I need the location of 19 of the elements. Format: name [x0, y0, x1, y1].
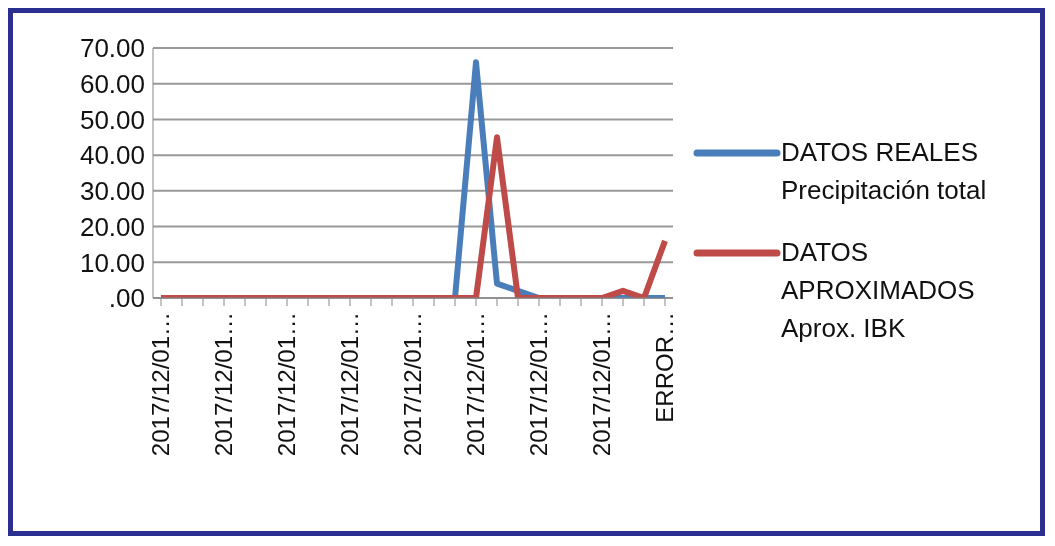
y-tick-label: 20.00 [79, 211, 145, 242]
x-tick-label: 2017/12/01… [525, 312, 553, 457]
y-tick-label: 50.00 [79, 104, 145, 135]
x-tick-label: 2017/12/01… [273, 312, 301, 457]
x-tick-label: 2017/12/01… [462, 312, 490, 457]
x-tick-label: 2017/12/01… [588, 312, 616, 457]
y-tick-label: 10.00 [79, 247, 145, 278]
legend-label: DATOS REALES Precipitación total [781, 136, 988, 207]
y-tick-label: .00 [108, 283, 145, 314]
x-tick-label: 2017/12/01… [399, 312, 427, 457]
x-tick-label: 2017/12/01… [147, 312, 175, 457]
y-tick-label: 70.00 [79, 33, 145, 64]
y-tick-label: 30.00 [79, 176, 145, 207]
y-tick-label: 60.00 [79, 68, 145, 99]
y-tick-label: 40.00 [79, 140, 145, 171]
x-tick-label: 2017/12/01… [336, 312, 364, 457]
legend-label: DATOS APROXIMADOS Aprox. IBK [781, 236, 976, 345]
x-tick-label: ERROR… [651, 312, 679, 423]
x-tick-label: 2017/12/01… [210, 312, 238, 457]
